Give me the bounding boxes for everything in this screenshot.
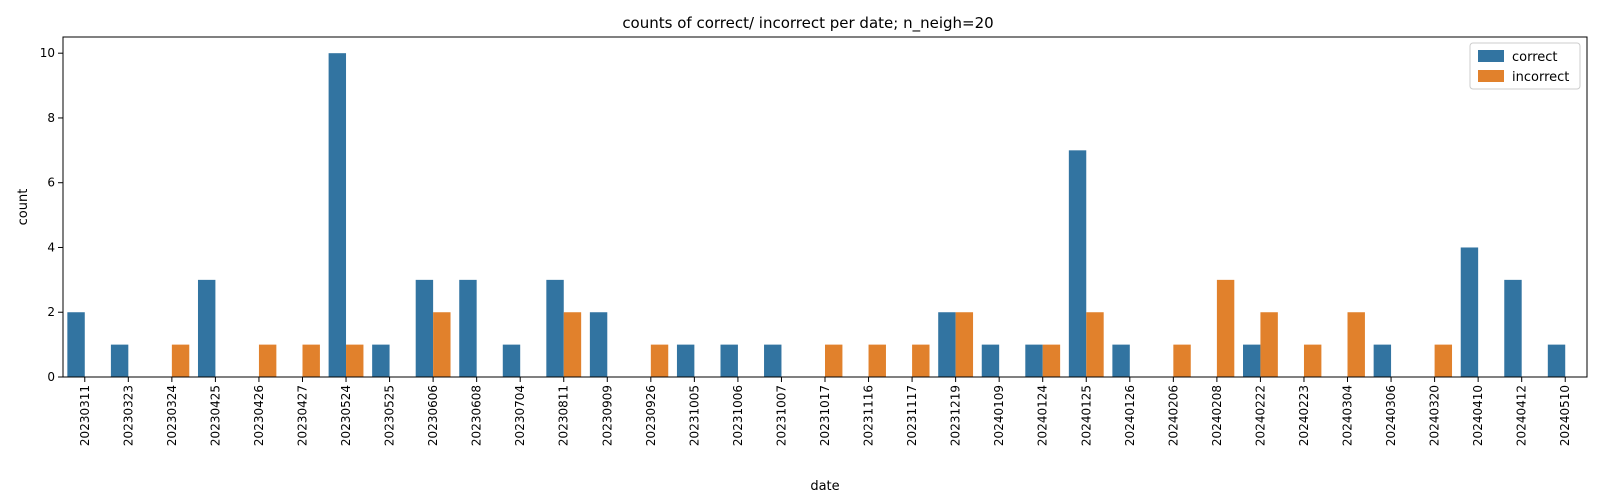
bar-incorrect-20230324 [171, 344, 190, 377]
legend-swatch-correct [1478, 50, 1504, 62]
x-tick-label-20230909: 20230909 [600, 385, 614, 446]
x-tick-label-20230426: 20230426 [252, 385, 266, 446]
bar-incorrect-20230606 [433, 312, 451, 377]
x-tick-label-20240223: 20240223 [1297, 385, 1311, 446]
bar-incorrect-20240208 [1216, 279, 1235, 377]
bar-correct-20230704 [502, 344, 521, 377]
bar-correct-20240124 [1025, 344, 1043, 377]
x-tick-label-20240412: 20240412 [1515, 385, 1529, 446]
legend-label-incorrect: incorrect [1512, 70, 1569, 85]
bar-incorrect-20240125 [1086, 312, 1104, 377]
x-tick-label-20240304: 20240304 [1341, 385, 1355, 446]
y-tick-label-10: 10 [40, 46, 55, 60]
bar-incorrect-20230427 [302, 344, 320, 377]
y-tick-label-6: 6 [47, 176, 55, 190]
bar-correct-20230606 [415, 279, 434, 377]
x-tick-label-20240222: 20240222 [1253, 385, 1267, 446]
bar-correct-20240109 [981, 344, 1000, 377]
x-tick-label-20230926: 20230926 [644, 385, 658, 446]
bar-correct-20240306 [1373, 344, 1392, 377]
x-tick-label-20230608: 20230608 [470, 385, 484, 446]
bar-correct-20230525 [372, 344, 390, 377]
x-tick-label-20231117: 20231117 [905, 385, 919, 446]
x-tick-label-20230425: 20230425 [208, 385, 222, 446]
legend-label-correct: correct [1512, 50, 1558, 65]
x-tick-label-20231006: 20231006 [731, 385, 745, 446]
bar-correct-20230909 [589, 312, 608, 377]
x-tick-label-20240510: 20240510 [1558, 385, 1572, 446]
bar-correct-20240410 [1460, 247, 1479, 377]
y-axis: 0 2 4 6 8 10 [40, 46, 63, 384]
bar-correct-20230323 [110, 344, 129, 377]
bar-correct-20230524 [328, 53, 347, 377]
x-tick-label-20230427: 20230427 [295, 385, 309, 446]
x-tick-label-20230524: 20230524 [339, 385, 353, 446]
x-tick-label-20240306: 20240306 [1384, 385, 1398, 446]
bar-correct-20230811 [546, 279, 564, 377]
bar-correct-20240125 [1068, 150, 1087, 377]
bars-group [67, 53, 1566, 377]
bar-incorrect-20240223 [1303, 344, 1322, 377]
x-tick-label-20240125: 20240125 [1079, 385, 1093, 446]
x-tick-label-20240208: 20240208 [1210, 385, 1224, 446]
x-tick-label-20231017: 20231017 [818, 385, 832, 446]
bar-incorrect-20231117 [912, 344, 930, 377]
x-tick-label-20240206: 20240206 [1166, 385, 1180, 446]
x-tick-label-20231005: 20231005 [687, 385, 701, 446]
x-tick-label-20230311: 20230311 [78, 385, 92, 446]
bar-incorrect-20230926 [650, 344, 669, 377]
bar-incorrect-20240206 [1173, 344, 1191, 377]
bar-correct-20231005 [676, 344, 695, 377]
x-tick-label-20231219: 20231219 [949, 385, 963, 446]
bar-incorrect-20230426 [258, 344, 277, 377]
bar-correct-20230311 [67, 312, 85, 377]
legend-swatch-incorrect [1478, 70, 1504, 82]
x-tick-label-20230811: 20230811 [557, 385, 571, 446]
bar-incorrect-20240222 [1260, 312, 1278, 377]
y-tick-label-4: 4 [47, 240, 55, 254]
x-tick-label-20230324: 20230324 [165, 385, 179, 446]
bar-incorrect-20230524 [346, 344, 364, 377]
y-axis-label: count [16, 189, 31, 226]
x-axis-label: date [810, 479, 839, 494]
legend: correct incorrect [1469, 42, 1581, 90]
bar-incorrect-20230811 [563, 312, 582, 377]
bar-correct-20230608 [459, 279, 477, 377]
bar-correct-20240412 [1504, 279, 1522, 377]
y-tick-label-8: 8 [47, 111, 55, 125]
bar-correct-20230425 [197, 279, 216, 377]
x-tick-label-20240410: 20240410 [1471, 385, 1485, 446]
bar-incorrect-20240320 [1434, 344, 1453, 377]
x-tick-label-20231116: 20231116 [862, 385, 876, 446]
x-tick-label-20240126: 20240126 [1123, 385, 1137, 446]
bar-correct-20231007 [764, 344, 782, 377]
bar-incorrect-20231219 [955, 312, 974, 377]
x-tick-label-20240124: 20240124 [1036, 385, 1050, 446]
bar-correct-20231219 [938, 312, 956, 377]
x-tick-label-20240320: 20240320 [1428, 385, 1442, 446]
y-tick-label-2: 2 [47, 305, 55, 319]
bar-correct-20240222 [1243, 344, 1261, 377]
x-tick-label-20240109: 20240109 [992, 385, 1006, 446]
bar-correct-20240510 [1547, 344, 1566, 377]
x-tick-label-20231007: 20231007 [774, 385, 788, 446]
bar-correct-20231006 [720, 344, 738, 377]
x-tick-label-20230704: 20230704 [513, 385, 527, 446]
y-tick-label-0: 0 [47, 370, 55, 384]
x-tick-label-20230323: 20230323 [121, 385, 135, 446]
bar-correct-20240126 [1112, 344, 1130, 377]
x-tick-label-20230606: 20230606 [426, 385, 440, 446]
x-axis: 20230311 20230323 20230324 20230425 20230426… [78, 377, 1572, 446]
bar-incorrect-20231116 [868, 344, 886, 377]
bar-incorrect-20240304 [1347, 312, 1365, 377]
chart-title: counts of correct/ incorrect per date; n… [622, 14, 993, 33]
bar-incorrect-20240124 [1042, 344, 1061, 377]
x-tick-label-20230525: 20230525 [383, 385, 397, 446]
bar-incorrect-20231017 [825, 344, 843, 377]
